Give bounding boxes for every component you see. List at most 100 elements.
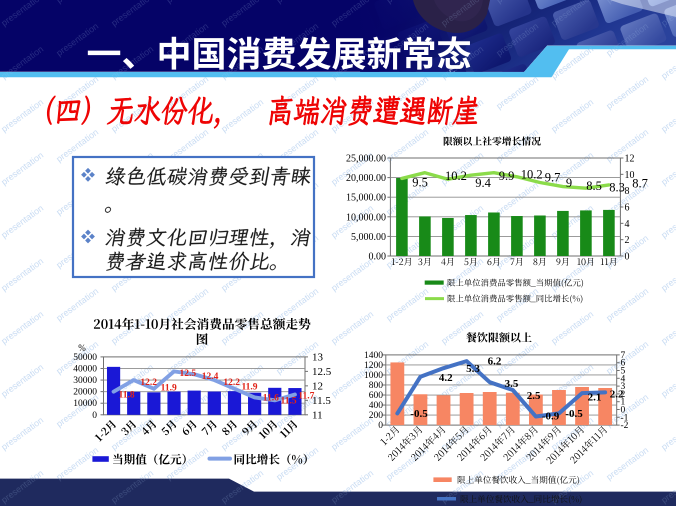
svg-text:8.7: 8.7 [632,177,648,191]
svg-text:0: 0 [621,406,626,416]
svg-text:6: 6 [621,359,626,369]
svg-text:presentation: presentation [0,203,45,240]
svg-text:8: 8 [625,186,630,197]
svg-text:12.2: 12.2 [223,378,240,388]
svg-text:-1: -1 [621,413,629,423]
svg-text:presentation: presentation [494,74,540,111]
svg-text:8.5: 8.5 [586,179,602,193]
svg-text:20,000.00: 20,000.00 [346,173,386,184]
svg-text:presentation: presentation [384,127,430,164]
svg-text:presentation: presentation [549,97,595,134]
svg-text:12.5: 12.5 [179,369,196,379]
svg-text:presentation: presentation [604,445,650,482]
svg-text:1400: 1400 [364,351,383,361]
svg-text:600: 600 [369,391,384,401]
svg-text:0: 0 [625,252,630,263]
svg-text:11: 11 [312,409,323,421]
svg-text:presentation: presentation [0,309,45,346]
svg-text:2.2: 2.2 [610,389,624,401]
svg-text:9.9: 9.9 [499,169,515,183]
svg-text:20000: 20000 [73,388,97,398]
svg-text:11.7: 11.7 [298,391,314,401]
svg-text:presentation: presentation [494,445,540,482]
svg-text:presentation: presentation [604,339,650,376]
svg-text:4.2: 4.2 [439,372,453,384]
svg-text:presentation: presentation [439,309,485,346]
svg-text:5.3: 5.3 [466,363,480,375]
svg-text:-0.5: -0.5 [565,408,583,420]
svg-text:2.5: 2.5 [527,390,541,402]
svg-text:3.5: 3.5 [505,378,519,390]
svg-text:10: 10 [625,170,635,181]
svg-text:30000: 30000 [73,376,97,386]
svg-text:presentation: presentation [384,445,430,482]
svg-text:presentation: presentation [384,286,430,323]
svg-text:12.4: 12.4 [202,372,219,382]
svg-text:400: 400 [369,401,384,411]
svg-text:12.5: 12.5 [312,366,332,378]
svg-text:9.5: 9.5 [412,176,428,190]
svg-text:2.1: 2.1 [588,392,602,404]
svg-text:5,000.00: 5,000.00 [351,232,386,243]
svg-text:presentation: presentation [219,415,265,452]
svg-text:12: 12 [625,154,635,165]
svg-text:11.5: 11.5 [312,395,331,407]
svg-text:presentation: presentation [219,97,265,134]
svg-text:11.8: 11.8 [119,390,135,400]
svg-text:presentation: presentation [549,309,595,346]
svg-text:11.9: 11.9 [241,382,257,392]
svg-text:2: 2 [621,390,626,400]
svg-text:presentation: presentation [659,415,676,452]
svg-text:presentation: presentation [439,256,485,293]
svg-text:12: 12 [312,380,323,392]
svg-text:9.7: 9.7 [545,171,561,185]
svg-text:presentation: presentation [0,97,45,134]
svg-text:presentation: presentation [659,150,676,187]
svg-text:6.2: 6.2 [488,355,502,367]
svg-text:40000: 40000 [73,364,97,374]
svg-text:presentation: presentation [164,286,210,323]
svg-text:10.2: 10.2 [445,169,467,183]
svg-text:presentation: presentation [0,362,45,399]
svg-text:13: 13 [312,351,324,363]
svg-text:presentation: presentation [274,286,320,323]
svg-text:presentation: presentation [604,286,650,323]
svg-text:800: 800 [369,381,384,391]
svg-text:11.6: 11.6 [263,394,279,404]
svg-text:2: 2 [625,235,630,246]
svg-text:presentation: presentation [659,203,676,240]
svg-text:presentation: presentation [604,74,650,111]
svg-text:1: 1 [621,398,626,408]
svg-text:0: 0 [378,421,383,431]
svg-text:presentation: presentation [54,445,100,482]
svg-text:9: 9 [566,176,572,190]
svg-text:15,000.00: 15,000.00 [346,193,386,204]
svg-text:presentation: presentation [659,256,676,293]
svg-text:-0.9: -0.9 [542,411,560,423]
svg-text:0: 0 [92,411,97,421]
svg-text:8.3: 8.3 [609,180,625,194]
svg-text:presentation: presentation [329,309,375,346]
svg-text:0.00: 0.00 [369,252,387,263]
svg-text:25,000.00: 25,000.00 [346,154,386,165]
svg-text:presentation: presentation [164,445,210,482]
svg-text:3: 3 [621,382,626,392]
svg-text:10,000.00: 10,000.00 [346,212,386,223]
svg-text:10.2: 10.2 [521,167,543,181]
svg-text:presentation: presentation [659,362,676,399]
svg-text:11.9: 11.9 [161,383,177,393]
svg-text:%: % [78,343,86,353]
svg-text:1000: 1000 [364,371,383,381]
svg-text:1200: 1200 [364,361,383,371]
svg-text:4: 4 [625,219,630,230]
svg-text:presentation: presentation [0,415,45,452]
svg-text:presentation: presentation [54,286,100,323]
svg-text:50000: 50000 [73,353,97,363]
svg-text:presentation: presentation [659,44,676,81]
svg-text:presentation: presentation [659,97,676,134]
svg-text:7: 7 [621,351,626,361]
svg-text:-2: -2 [621,421,629,431]
svg-text:200: 200 [369,411,384,421]
svg-text:-0.5: -0.5 [410,408,428,420]
svg-text:12.2: 12.2 [140,378,157,388]
